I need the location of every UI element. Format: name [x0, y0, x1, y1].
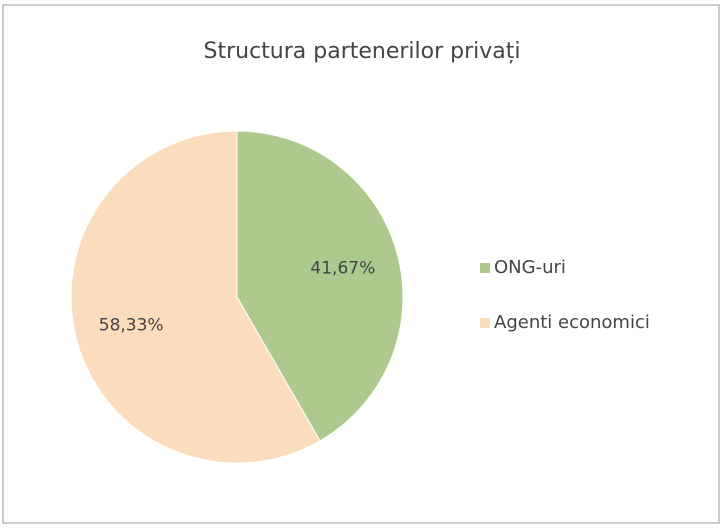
data-label: 58,33%	[99, 315, 164, 335]
pie-slice	[236, 130, 404, 442]
legend-swatch	[480, 263, 490, 273]
legend-label: Agenti economici	[494, 312, 650, 333]
chart-title: Structura partenerilor privați	[203, 39, 520, 64]
legend-swatch	[480, 318, 490, 328]
data-label: 41,67%	[310, 259, 375, 279]
legend-label: ONG-uri	[494, 257, 566, 278]
pie-slice	[70, 130, 321, 464]
